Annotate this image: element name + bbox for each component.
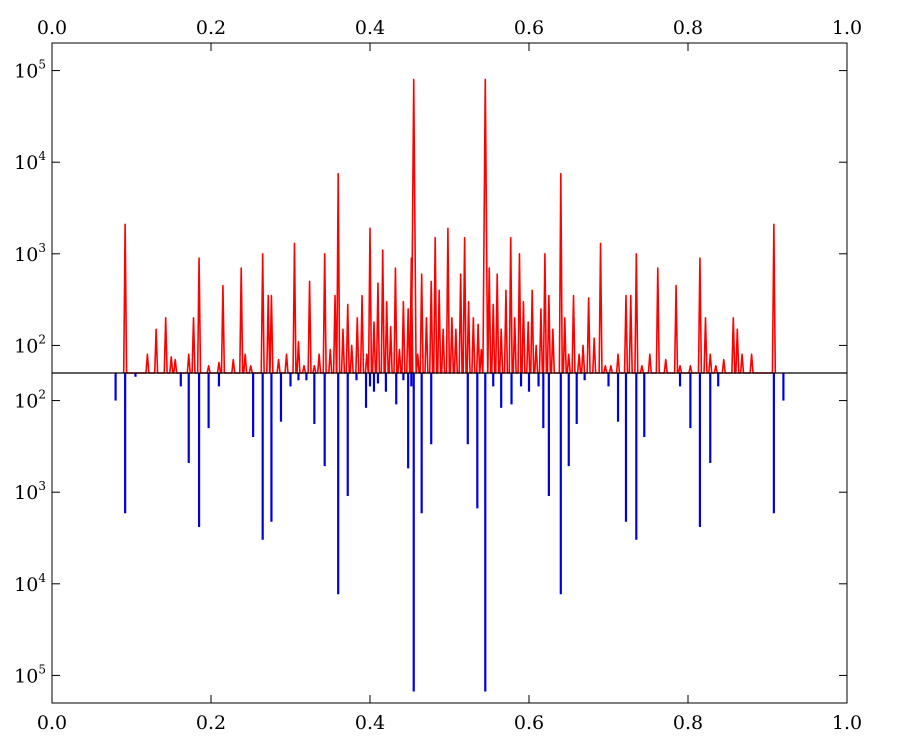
bottom-y-tick-label: 102 bbox=[14, 388, 46, 413]
top-y-tick-label: 103 bbox=[14, 241, 46, 266]
bottom-x-ticks: 0.0 0.2 0.4 0.6 0.8 1.0 bbox=[37, 695, 862, 734]
red-spectrum-series bbox=[122, 78, 777, 374]
top-x-ticks: 0.0 0.2 0.4 0.6 0.8 1.0 bbox=[37, 17, 862, 51]
top-y-tick-label: 105 bbox=[14, 58, 46, 83]
bottom-x-tick-label: 0.8 bbox=[673, 712, 703, 734]
bottom-x-tick-label: 1.0 bbox=[832, 712, 862, 734]
bottom-x-tick-label: 0.4 bbox=[355, 712, 385, 734]
y-ticks: 102 103 104 105 102 103 104 105 bbox=[14, 58, 847, 687]
top-x-tick-label: 0.2 bbox=[196, 17, 226, 39]
top-y-tick-label: 104 bbox=[14, 149, 46, 174]
bottom-x-tick-label: 0.6 bbox=[514, 712, 544, 734]
top-x-tick-label: 0.8 bbox=[673, 17, 703, 39]
top-y-tick-label: 102 bbox=[14, 332, 46, 357]
top-x-tick-label: 0.4 bbox=[355, 17, 385, 39]
bottom-y-tick-label: 105 bbox=[14, 662, 46, 687]
top-x-tick-label: 1.0 bbox=[832, 17, 862, 39]
bottom-x-tick-label: 0.2 bbox=[196, 712, 226, 734]
top-x-tick-label: 0.6 bbox=[514, 17, 544, 39]
red-spectrum-line bbox=[122, 78, 777, 374]
bottom-y-tick-label: 103 bbox=[14, 479, 46, 504]
bottom-y-tick-label: 104 bbox=[14, 571, 46, 596]
top-x-tick-label: 0.0 bbox=[37, 17, 67, 39]
bottom-x-tick-label: 0.0 bbox=[37, 712, 67, 734]
blue-stick-series bbox=[114, 373, 785, 692]
